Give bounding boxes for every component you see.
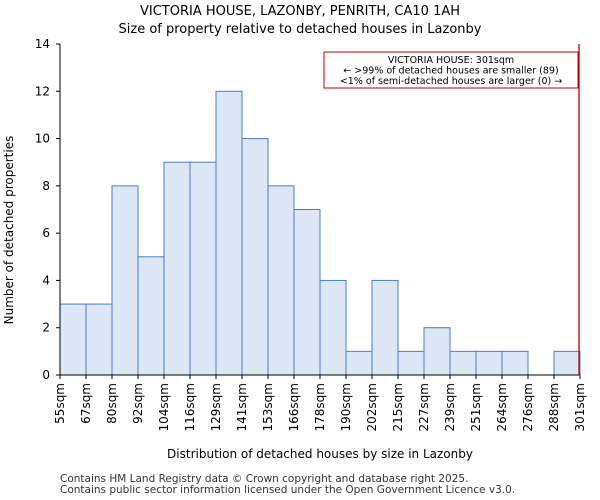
y-tick-label: 8 <box>42 179 50 193</box>
y-tick-label: 10 <box>35 132 50 146</box>
bar-202sqm <box>371 279 399 376</box>
bar-55sqm <box>59 303 87 376</box>
y-tick-label: 2 <box>42 321 50 335</box>
x-tick-label: 227sqm <box>417 383 431 431</box>
bar-166sqm <box>293 209 321 376</box>
bar-215sqm <box>397 350 425 376</box>
y-tick-label: 4 <box>42 273 50 287</box>
annotation-line-3: <1% of semi-detached houses are larger (… <box>340 76 562 87</box>
bar-67sqm <box>85 303 113 376</box>
y-tick-label: 12 <box>35 84 50 98</box>
bar-141sqm <box>241 138 269 376</box>
y-tick-label: 0 <box>42 368 50 382</box>
x-tick-label: 202sqm <box>365 383 379 431</box>
bar-251sqm <box>475 350 503 376</box>
bar-190sqm <box>345 350 373 376</box>
bar-264sqm <box>501 350 529 376</box>
bar-239sqm <box>449 350 477 376</box>
bar-116sqm <box>189 161 217 376</box>
x-tick-label: 104sqm <box>157 383 171 431</box>
x-tick-label: 239sqm <box>443 383 457 431</box>
y-tick-label: 14 <box>35 37 50 51</box>
x-tick-label: 80sqm <box>105 383 119 424</box>
x-tick-label: 92sqm <box>131 383 145 424</box>
y-tick-label: 6 <box>42 226 50 240</box>
chart-title: VICTORIA HOUSE, LAZONBY, PENRITH, CA10 1… <box>139 4 461 19</box>
bar-288sqm <box>553 350 581 376</box>
bar-178sqm <box>319 279 347 376</box>
bar-129sqm <box>215 90 243 376</box>
x-tick-label: 264sqm <box>495 383 509 431</box>
x-tick-label: 215sqm <box>391 383 405 431</box>
chart-subtitle: Size of property relative to detached ho… <box>118 22 482 37</box>
x-tick-label: 288sqm <box>547 383 561 431</box>
bar-80sqm <box>111 185 139 376</box>
x-tick-label: 166sqm <box>287 383 301 431</box>
footer-copyright: Contains HM Land Registry data © Crown c… <box>60 473 469 485</box>
x-tick-label: 141sqm <box>235 383 249 431</box>
annotation-line-1: VICTORIA HOUSE: 301sqm <box>388 55 514 66</box>
histogram-chart: 0 2 4 6 8 10 12 14 55sqm 67sqm 80sqm 92sqm 104sqm 11… <box>2 37 587 461</box>
annotation-box <box>323 51 579 89</box>
bar-104sqm <box>163 161 191 376</box>
footer-licence: Contains public sector information licen… <box>60 484 516 496</box>
x-tick-label: 276sqm <box>521 383 535 431</box>
x-tick-label: 67sqm <box>79 383 93 424</box>
x-tick-label: 55sqm <box>53 383 67 424</box>
annotation-line-2: ← >99% of detached houses are smaller (8… <box>343 66 558 77</box>
x-tick-label: 301sqm <box>573 383 587 431</box>
x-axis-label: Distribution of detached houses by size … <box>167 447 473 461</box>
y-axis-label: Number of detached properties <box>2 136 16 325</box>
x-tick-label: 116sqm <box>183 383 197 431</box>
bar-153sqm <box>267 185 295 376</box>
x-tick-label: 129sqm <box>209 383 223 431</box>
bar-227sqm <box>423 327 451 376</box>
bar-92sqm <box>137 256 165 376</box>
x-tick-label: 178sqm <box>313 383 327 431</box>
x-tick-label: 251sqm <box>469 383 483 431</box>
x-tick-label: 190sqm <box>339 383 353 431</box>
x-tick-label: 153sqm <box>261 383 275 431</box>
